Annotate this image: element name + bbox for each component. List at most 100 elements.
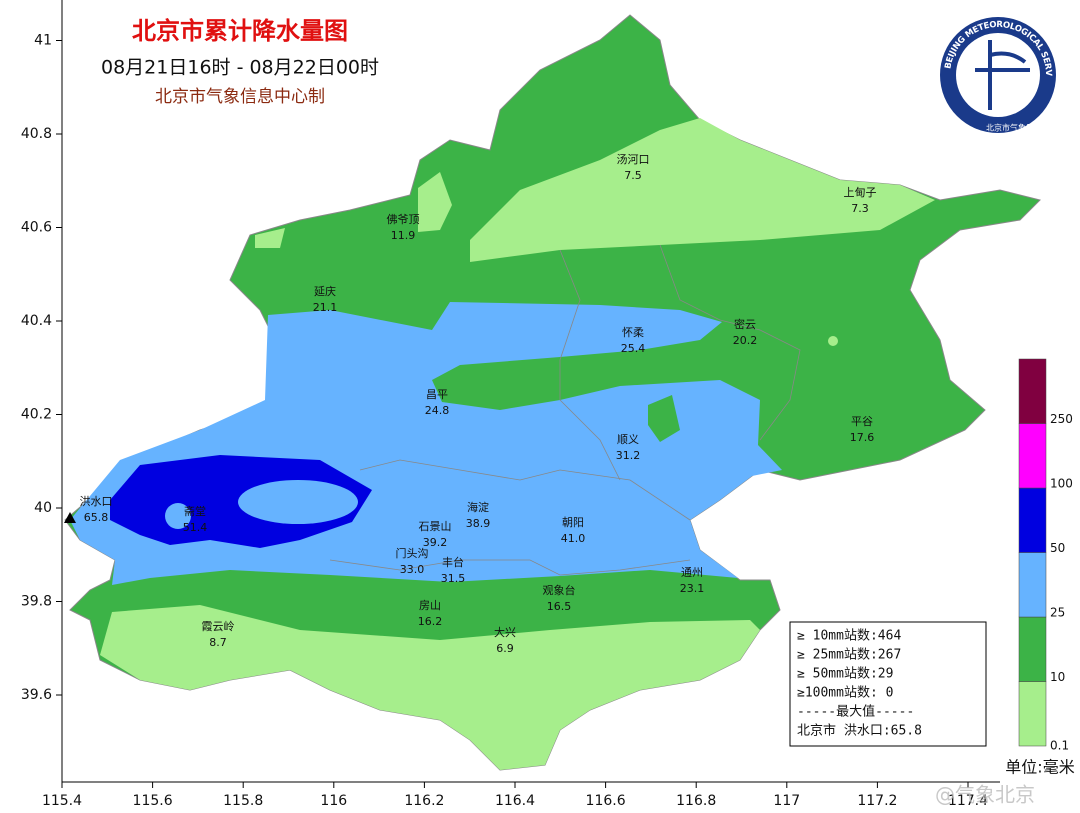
lon-tick-label: 116.6 — [586, 793, 626, 809]
station-name: 汤河口 — [617, 152, 650, 166]
station-value: 25.4 — [621, 342, 646, 355]
period: 08月21日16时 - 08月22日00时 — [101, 57, 379, 79]
station-value: 7.3 — [851, 202, 869, 215]
lat-tick-label: 41 — [34, 33, 52, 49]
logo-inner — [956, 33, 1040, 117]
producer: 北京市气象信息中心制 — [155, 87, 325, 107]
legend-label: 10 — [1050, 670, 1065, 684]
station-value: 41.0 — [561, 532, 586, 545]
lon-tick-label: 116.8 — [676, 793, 716, 809]
legend-swatch — [1018, 552, 1047, 618]
stats-box — [789, 621, 987, 747]
lat-tick-label: 39.6 — [21, 687, 52, 703]
stats-line: 北京市 洪水口:65.8 — [797, 723, 922, 739]
station-name: 昌平 — [426, 388, 448, 401]
station-value: 38.9 — [466, 517, 491, 530]
region-light-green — [418, 172, 452, 232]
station-name: 怀柔 — [622, 326, 644, 339]
stats-line: ≥100mm站数: 0 — [797, 686, 893, 701]
station-value: 7.5 — [624, 169, 642, 182]
lat-tick-label: 40 — [34, 500, 52, 516]
legend: 0.1 10 25 50 100 250 — [1018, 358, 1073, 753]
lat-tick-label: 40.4 — [21, 313, 52, 329]
lon-tick-label: 116.2 — [404, 793, 444, 809]
stations: 汤河口 7.5 上甸子 7.3 佛爷顶 11.9 延庆 21.1 怀柔 25.4 密云 20.2 昌平 2… — [80, 152, 877, 655]
legend-swatch — [1018, 681, 1047, 747]
legend-swatch — [1018, 616, 1047, 682]
lat-tick-label: 40.8 — [21, 126, 52, 142]
legend-label: 50 — [1050, 541, 1065, 555]
legend-swatch — [1018, 358, 1047, 424]
legend-swatch — [1018, 423, 1047, 489]
station-value: 6.9 — [496, 642, 514, 655]
watermark: @气象北京 — [935, 783, 1035, 807]
station-value: 31.5 — [441, 572, 466, 585]
station-value: 39.2 — [423, 536, 448, 549]
region-blue-hole — [165, 503, 191, 529]
station-name: 斋堂 — [184, 504, 206, 518]
unit: 单位:毫米 — [1005, 758, 1074, 777]
station-value: 23.1 — [680, 582, 705, 595]
lon-tick-label: 115.8 — [223, 793, 263, 809]
station-value: 17.6 — [850, 431, 875, 444]
district-border — [559, 249, 621, 481]
station-name: 顺义 — [617, 433, 639, 446]
lon-tick-label: 117.2 — [857, 793, 897, 809]
legend-label: 250 — [1050, 412, 1073, 426]
region-light-green — [100, 605, 760, 770]
station-name: 朝阳 — [562, 516, 584, 529]
station-name: 上甸子 — [844, 186, 877, 199]
stats-line: -----最大值----- — [797, 704, 914, 720]
station-value: 33.0 — [400, 563, 425, 576]
station-name: 霞云岭 — [202, 619, 235, 633]
station-name: 洪水口 — [80, 494, 113, 508]
lon-tick-label: 115.6 — [133, 793, 173, 809]
legend-label: 100 — [1050, 477, 1073, 491]
logo-agency: 北京市气象局 — [986, 123, 1034, 133]
station-name: 大兴 — [494, 625, 516, 639]
station-value: 11.9 — [391, 229, 416, 242]
station-value: 21.1 — [313, 301, 338, 314]
region-blue-hole — [238, 480, 358, 524]
lat-tick-label: 39.8 — [21, 594, 52, 610]
station-value: 31.2 — [616, 449, 641, 462]
lon-tick-label: 117 — [773, 793, 800, 809]
district-border — [329, 559, 691, 576]
station-value: 20.2 — [733, 334, 758, 347]
station-marker — [64, 512, 76, 523]
station-name: 海淀 — [467, 500, 489, 514]
legend-swatch — [1018, 487, 1047, 553]
station-name: 房山 — [419, 599, 441, 612]
station-name: 平谷 — [851, 415, 873, 428]
title: 北京市累计降水量图 — [132, 17, 348, 45]
region-light-green — [255, 228, 285, 248]
station-name: 石景山 — [419, 520, 452, 533]
station-name: 密云 — [734, 317, 756, 331]
region-green-hill — [648, 395, 680, 442]
station-value: 65.8 — [84, 511, 109, 524]
station-name: 门头沟 — [396, 546, 429, 560]
station-value: 16.5 — [547, 600, 572, 613]
station-name: 丰台 — [442, 555, 464, 569]
lon-tick-label: 116 — [320, 793, 347, 809]
lon-tick-label: 115.4 — [42, 793, 82, 809]
district-border — [659, 244, 801, 441]
legend-label: 0.1 — [1050, 739, 1069, 753]
station-value: 24.8 — [425, 404, 450, 417]
lat-tick-label: 40.2 — [21, 407, 52, 423]
map-regions — [64, 14, 1041, 771]
region-light-green — [470, 118, 935, 262]
stats-line: ≥ 25mm站数:267 — [797, 648, 901, 663]
station-value: 16.2 — [418, 615, 443, 628]
stats-line: ≥ 50mm站数:29 — [797, 667, 893, 682]
station-name: 通州 — [681, 566, 703, 579]
stats: ≥ 10mm站数:464 ≥ 25mm站数:267 ≥ 50mm站数:29 ≥100m… — [797, 629, 922, 739]
logo-symbol — [975, 40, 1030, 110]
station-name: 观象台 — [543, 583, 576, 597]
lat-tick-label: 40.6 — [21, 220, 52, 236]
lon-tick-label: 116.4 — [495, 793, 535, 809]
station-value: 51.4 — [183, 521, 208, 534]
station-value: 8.7 — [209, 636, 227, 649]
stats-line: ≥ 10mm站数:464 — [797, 629, 901, 644]
